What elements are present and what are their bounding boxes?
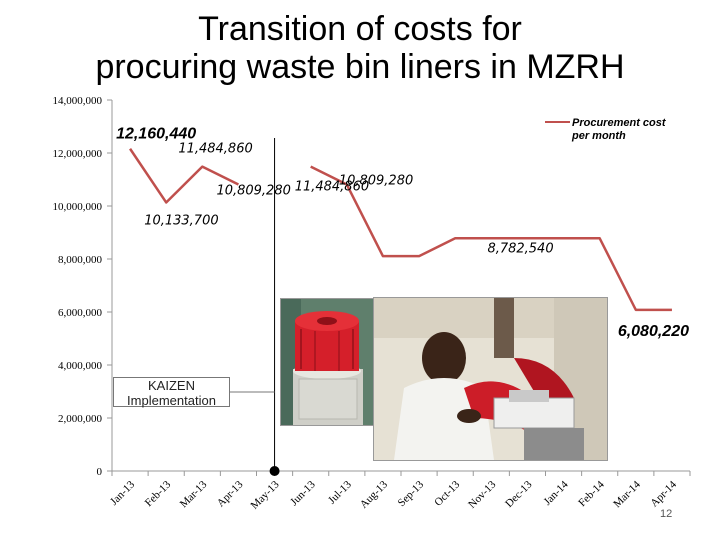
data-label: 6,080,220 [618, 323, 689, 340]
series-line [129, 148, 672, 312]
y-tick-label: 2,000,000 [58, 413, 103, 425]
x-tick-label: Jan-13 [108, 478, 138, 508]
worker-sealing-image [374, 298, 607, 460]
y-axis-ticks: 0 2,000,000 4,000,000 6,000,000 8,000,000 10,… [53, 95, 112, 478]
title-line-2: procuring waste bin liners in MZRH [95, 48, 625, 86]
bin-liner-roll-photo [280, 298, 376, 426]
x-tick-label: Feb-13 [143, 478, 174, 509]
x-tick-label: Mar-13 [178, 478, 210, 510]
x-tick-label: Feb-14 [576, 478, 607, 509]
data-label: 11,484,860 [295, 180, 369, 195]
x-tick-label: Apr-14 [648, 478, 679, 509]
x-tick-label: Jan-14 [541, 478, 571, 508]
x-tick-label: Dec-13 [503, 478, 535, 510]
legend: Procurement cost per month [545, 117, 667, 142]
x-tick-label: Sep-13 [396, 478, 427, 509]
y-tick-label: 4,000,000 [58, 360, 103, 372]
y-tick-label: 10,000,000 [53, 201, 103, 213]
page-number: 12 [660, 508, 673, 520]
data-label: 10,133,700 [144, 213, 218, 228]
data-label: 10,809,280 [216, 184, 290, 199]
x-tick-label: Mar-14 [611, 478, 643, 510]
x-tick-label: Jul-13 [326, 478, 354, 506]
data-label: 11,484,860 [178, 142, 252, 157]
x-tick-label: Apr-13 [215, 478, 246, 509]
x-tick-label: Jun-13 [288, 478, 318, 508]
y-tick-label: 8,000,000 [58, 254, 103, 266]
y-tick-label: 6,000,000 [58, 307, 103, 319]
x-tick-label: Oct-13 [432, 478, 462, 508]
title-line-1: Transition of costs for [198, 10, 522, 48]
x-axis-ticks: Jan-13 Feb-13 Mar-13 Apr-13 May-13 Jun-13 Jul-… [108, 471, 691, 512]
x-tick-label: Nov-13 [466, 478, 499, 511]
y-tick-label: 14,000,000 [53, 95, 103, 107]
kaizen-line-2: Implementation [127, 393, 216, 408]
data-label: 12,160,440 [116, 126, 196, 143]
data-label: 8,782,540 [487, 241, 553, 256]
bin-liner-roll-image [281, 299, 375, 425]
legend-label-line-2: per month [571, 130, 626, 142]
chart-title: Transition of costs for procuring waste … [0, 10, 720, 86]
legend-label: Procurement cost per month [571, 117, 667, 142]
x-tick-label: Aug-13 [358, 478, 391, 511]
y-tick-label: 12,000,000 [53, 148, 103, 160]
kaizen-line-1: KAIZEN [148, 378, 195, 393]
kaizen-marker-dot [269, 466, 280, 476]
x-tick-label: May-13 [249, 478, 282, 511]
y-tick-label: 0 [97, 466, 103, 478]
series-line-segment [129, 148, 239, 204]
legend-label-line-1: Procurement cost [572, 117, 667, 129]
kaizen-annotation: KAIZEN Implementation [113, 377, 230, 408]
series-line-segment [310, 165, 672, 312]
data-label: 10,809,280 [339, 174, 413, 189]
kaizen-marker [230, 138, 280, 476]
worker-sealing-photo [373, 297, 608, 461]
